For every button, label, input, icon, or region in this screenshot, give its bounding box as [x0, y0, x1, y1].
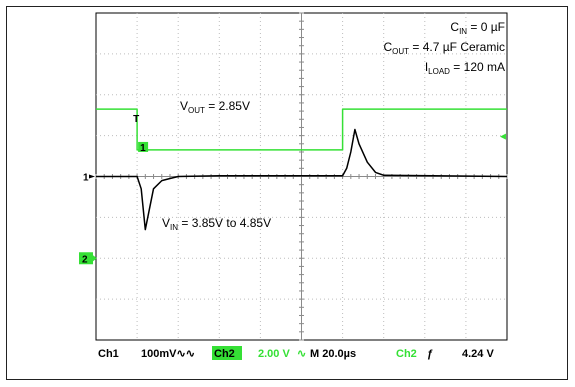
annotation-cout: COUT = 4.7 µF Ceramic [383, 40, 505, 56]
trigger-position-marker: T [133, 114, 139, 125]
trigger-source-label: 1 [140, 143, 146, 154]
annotation-iload: ILOAD = 120 mA [425, 60, 505, 76]
status-ch2-scale: 2.00 V [258, 348, 290, 360]
status-ch1-scale: 100mV∿∿ [141, 348, 195, 360]
status-trigger-slope-icon: ƒ [427, 348, 433, 360]
status-ch2-coupling: ∿ [297, 348, 306, 360]
trace-ch2 [96, 108, 507, 151]
status-trigger-level: 4.24 V [462, 348, 494, 360]
annotation-cin: CIN = 0 µF [450, 20, 505, 36]
series-label-vout: VOUT = 2.85V [180, 99, 250, 115]
status-trigger-source: Ch2 [396, 348, 417, 360]
trigger-level-arrow-icon: ◄ [498, 132, 508, 143]
ch1-ground-arrow-icon [89, 174, 95, 179]
trigger-source-box [138, 141, 149, 152]
ch2-ground-marker-label: 2 [82, 254, 88, 265]
annotations: CIN = 0 µF COUT = 4.7 µF Ceramic ILOAD = 1… [162, 20, 505, 232]
traces [96, 108, 508, 231]
series-label-vin: VIN = 3.85V to 4.85V [162, 216, 271, 232]
status-ch1: Ch1 [98, 348, 119, 360]
ch2-ground-arrow-icon [93, 255, 97, 262]
trace-ch1 [96, 128, 508, 231]
status-timebase: M 20.0µs [310, 348, 356, 360]
grid [95, 12, 508, 341]
markers: 1 2 T 1 ◄ [79, 114, 508, 265]
ch1-ground-marker: 1 [83, 173, 89, 184]
status-ch2-label: Ch2 [214, 348, 235, 360]
ch2-ground-marker [79, 252, 93, 265]
status-bar: Ch1 100mV∿∿ Ch2 2.00 V ∿ M 20.0µs Ch2 ƒ 4.24 V [98, 346, 494, 360]
status-ch2-box [212, 346, 242, 360]
